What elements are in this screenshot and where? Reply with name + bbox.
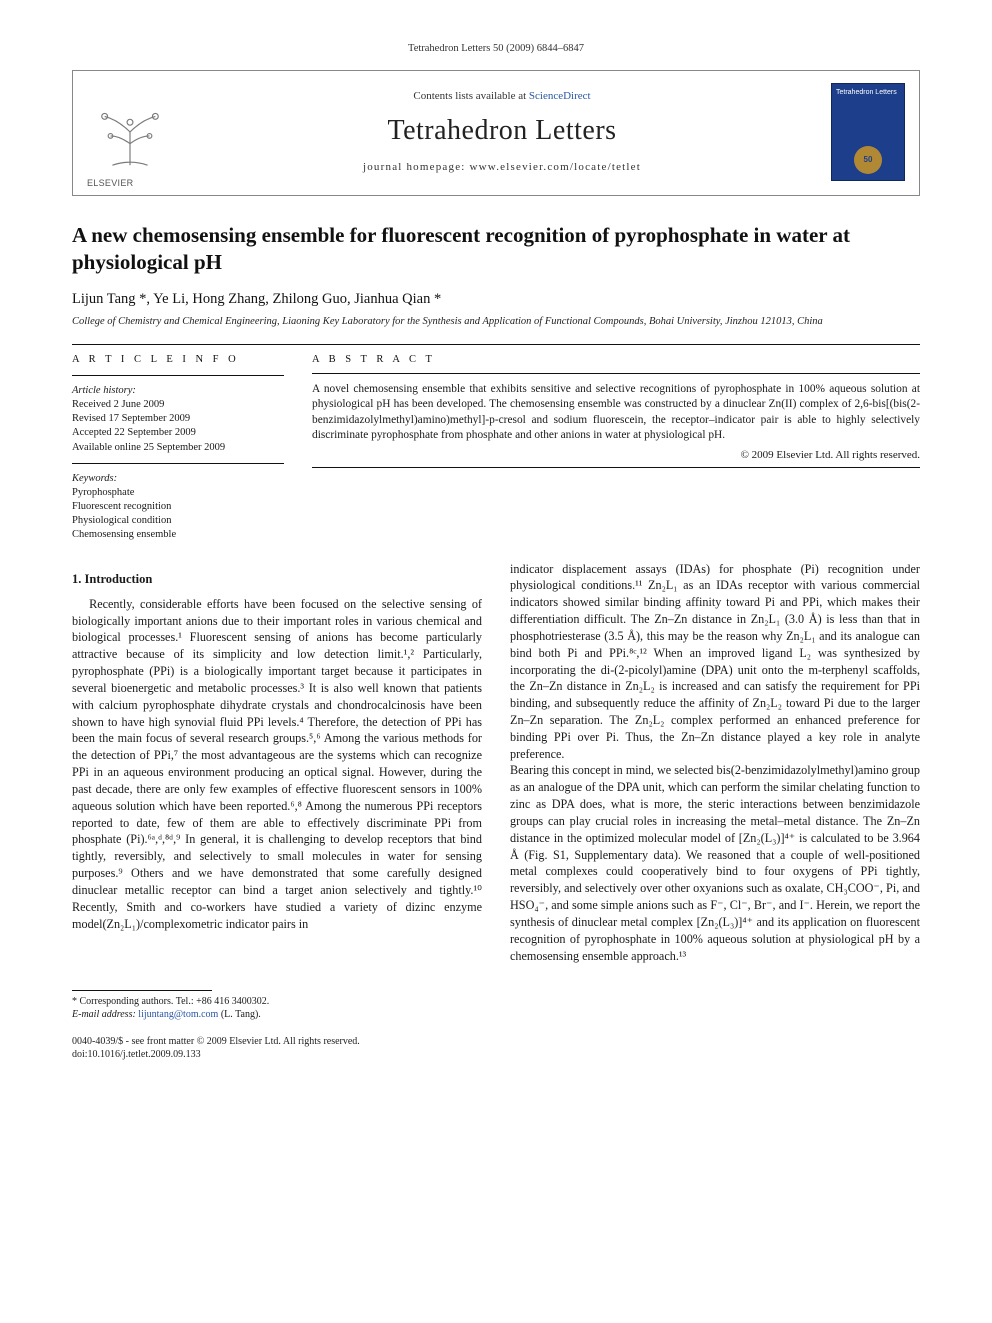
abstract-text: A novel chemosensing ensemble that exhib… xyxy=(312,382,920,444)
email-who: (L. Tang). xyxy=(221,1009,261,1020)
cover-badge-icon: 50 xyxy=(854,146,882,174)
history-revised: Revised 17 September 2009 xyxy=(72,412,284,426)
body-paragraph: indicator displacement assays (IDAs) for… xyxy=(510,561,920,763)
sciencedirect-link[interactable]: ScienceDirect xyxy=(529,90,591,102)
keyword: Pyrophosphate xyxy=(72,486,284,500)
journal-title: Tetrahedron Letters xyxy=(183,112,821,150)
authors-line: Lijun Tang *, Ye Li, Hong Zhang, Zhilong… xyxy=(72,290,920,310)
affiliation: College of Chemistry and Chemical Engine… xyxy=(72,315,920,329)
contents-prefix: Contents lists available at xyxy=(413,90,528,102)
cover-thumbnail-title: Tetrahedron Letters xyxy=(832,84,904,97)
publisher-logo-text: ELSEVIER xyxy=(87,177,133,189)
running-head: Tetrahedron Letters 50 (2009) 6844–6847 xyxy=(72,42,920,56)
doi-line: doi:10.1016/j.tetlet.2009.09.133 xyxy=(72,1048,920,1061)
history-online: Available online 25 September 2009 xyxy=(72,441,284,455)
article-info-column: A R T I C L E I N F O Article history: R… xyxy=(72,353,284,543)
homepage-url[interactable]: www.elsevier.com/locate/tetlet xyxy=(470,161,642,173)
article-title: A new chemosensing ensemble for fluoresc… xyxy=(72,222,920,276)
history-accepted: Accepted 22 September 2009 xyxy=(72,426,284,440)
body-paragraph: Recently, considerable efforts have been… xyxy=(72,596,482,933)
divider xyxy=(72,463,284,464)
divider xyxy=(312,467,920,468)
publisher-tree-icon xyxy=(87,89,173,175)
abstract-heading: A B S T R A C T xyxy=(312,353,920,367)
corresponding-footnote: * Corresponding authors. Tel.: +86 416 3… xyxy=(72,990,920,1021)
homepage-prefix: journal homepage: xyxy=(363,161,470,173)
cover-thumbnail: Tetrahedron Letters 50 xyxy=(831,83,905,181)
divider xyxy=(72,375,284,376)
keyword: Fluorescent recognition xyxy=(72,500,284,514)
journal-homepage-line: journal homepage: www.elsevier.com/locat… xyxy=(183,160,821,175)
page-footer: 0040-4039/$ - see front matter © 2009 El… xyxy=(72,1035,920,1061)
history-received: Received 2 June 2009 xyxy=(72,398,284,412)
abstract-copyright: © 2009 Elsevier Ltd. All rights reserved… xyxy=(312,448,920,463)
abstract-column: A B S T R A C T A novel chemosensing ens… xyxy=(312,353,920,543)
email-label: E-mail address: xyxy=(72,1009,136,1020)
section-heading: 1. Introduction xyxy=(72,571,482,588)
divider xyxy=(312,373,920,374)
article-info-heading: A R T I C L E I N F O xyxy=(72,353,284,367)
email-link[interactable]: lijuntang@tom.com xyxy=(138,1009,218,1020)
body-two-column: 1. Introduction Recently, considerable e… xyxy=(72,561,920,965)
contents-available-line: Contents lists available at ScienceDirec… xyxy=(183,89,821,104)
keywords-label: Keywords: xyxy=(72,472,284,486)
masthead: Contents lists available at ScienceDirec… xyxy=(72,70,920,196)
body-paragraph: Bearing this concept in mind, we selecte… xyxy=(510,762,920,964)
corresponding-line: * Corresponding authors. Tel.: +86 416 3… xyxy=(72,995,920,1008)
keyword: Chemosensing ensemble xyxy=(72,528,284,542)
divider xyxy=(72,344,920,345)
divider xyxy=(72,990,212,991)
keyword: Physiological condition xyxy=(72,514,284,528)
front-matter-line: 0040-4039/$ - see front matter © 2009 El… xyxy=(72,1035,920,1048)
history-label: Article history: xyxy=(72,384,284,398)
